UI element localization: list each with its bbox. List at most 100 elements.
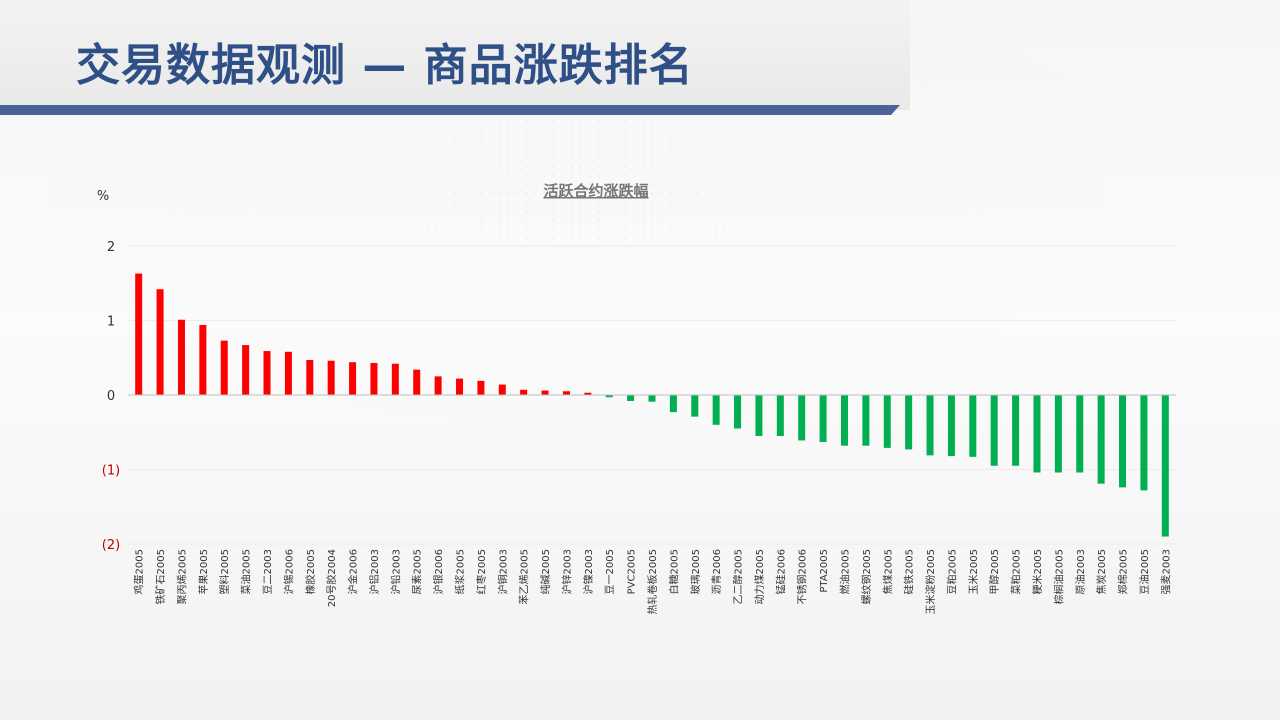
x-tick-label: 焦炭2005 [1095,549,1108,594]
bar [199,324,207,395]
bar [798,395,806,441]
bar [370,362,378,395]
bar [263,351,271,395]
bar [926,395,934,456]
bar [284,351,292,395]
x-tick-label: 粳米2005 [1031,549,1044,594]
bar [391,363,399,395]
x-tick-label: 豆油2005 [1138,549,1151,594]
bar [669,395,677,413]
x-tick-label: 菜粕2005 [1010,549,1023,594]
x-tick-label: 锰硅2006 [774,549,787,594]
x-tick-label: 铁矿石2005 [154,549,167,604]
bar [712,395,720,425]
chart-title: 活跃合约涨跌幅 [543,182,648,200]
x-tick-label: 沪银2006 [432,549,445,594]
x-tick-label: 沪铝2003 [368,549,381,594]
bar [584,392,592,395]
bar [1097,395,1105,484]
page-title: 交易数据观测 — 商品涨跌排名 [76,40,694,91]
x-tick-label: 纸浆2005 [454,549,467,594]
x-tick-label: 强麦2003 [1160,549,1172,594]
x-tick-label: 沪镍2003 [582,549,595,594]
title-underline [0,105,900,115]
bar [1161,395,1169,537]
bar [156,289,164,395]
bar [456,378,464,395]
bar [520,389,528,396]
bar [691,395,699,417]
y-tick-label: 0 [107,389,115,404]
bar [135,273,143,395]
bar [969,395,977,457]
x-tick-label: PVC2005 [627,549,638,594]
x-tick-label: 不锈钢2006 [796,549,809,604]
x-tick-label: 豆二2003 [262,549,274,594]
x-tick-label: 豆粕2005 [945,549,958,594]
x-tick-label: 乙二醇2005 [732,549,745,604]
bar [605,395,613,398]
bar [840,395,848,446]
bar [477,380,485,395]
bar [862,395,870,446]
bar [349,362,357,395]
bar [776,395,784,436]
header-band [0,0,910,110]
bar [413,369,421,395]
x-tick-label: 棕榈油2005 [1052,549,1065,604]
x-tick-label: 沪金2006 [347,549,360,594]
bar [220,340,228,395]
bar [1140,395,1148,491]
bar [541,390,549,395]
y-tick-label: 1 [107,315,115,330]
bar [1054,395,1062,473]
bar [498,384,506,395]
bar [177,319,185,395]
x-tick-label: 白糖2005 [667,549,680,594]
bars-group [135,273,1169,537]
x-tick-label: 硅铁2005 [903,549,916,594]
bar [1012,395,1020,466]
bar [1033,395,1041,473]
bar [734,395,742,429]
x-tick-label: 玉米淀粉2005 [924,549,937,614]
x-tick-label: 尿素2005 [411,549,424,594]
bar [1076,395,1084,473]
x-tick-label: 焦煤2005 [881,549,894,594]
x-axis-labels: 鸡蛋2005 铁矿石2005 聚丙烯2005 苹果2005 塑料2005 菜油2005 豆二… [133,549,1173,614]
bar [434,376,442,396]
y-axis-unit-label: % [97,189,109,204]
x-tick-label: PTA2005 [819,549,830,593]
x-tick-label: 郑棉2005 [1117,549,1130,594]
x-tick-label: 螺纹钢2005 [860,549,873,604]
x-tick-label: 沪铅2003 [389,549,402,594]
x-tick-label: 热轧卷板2005 [646,549,659,614]
x-tick-label: 塑料2005 [218,549,231,594]
y-tick-label: (1) [102,464,120,479]
y-axis: 2 1 0 (1) (2) [102,240,120,553]
x-tick-label: 玉米2005 [967,549,980,594]
bar [562,391,570,395]
x-tick-label: 甲醇2005 [988,549,1001,594]
bar [755,395,763,436]
x-tick-label: 纯碱2005 [539,549,552,594]
bar [627,395,635,401]
gridlines [128,245,1176,545]
bar [819,395,827,442]
y-tick-label: 2 [107,240,115,255]
x-tick-label: 鸡蛋2005 [133,549,146,594]
x-tick-label: 沪锡2006 [282,549,295,594]
bar [883,395,891,448]
x-tick-label: 动力煤2005 [753,549,766,604]
bar [306,359,314,396]
x-tick-label: 橡胶2005 [304,549,317,594]
x-tick-label: 原油2003 [1074,549,1087,594]
x-tick-label: 菜油2005 [240,549,253,594]
x-tick-label: 聚丙烯2005 [175,549,188,604]
x-tick-label: 沪铜2003 [496,549,509,594]
bar [947,395,955,457]
x-tick-label: 苯乙烯2005 [518,549,531,604]
x-tick-label: 燃油2005 [838,549,851,594]
bar [1119,395,1127,488]
